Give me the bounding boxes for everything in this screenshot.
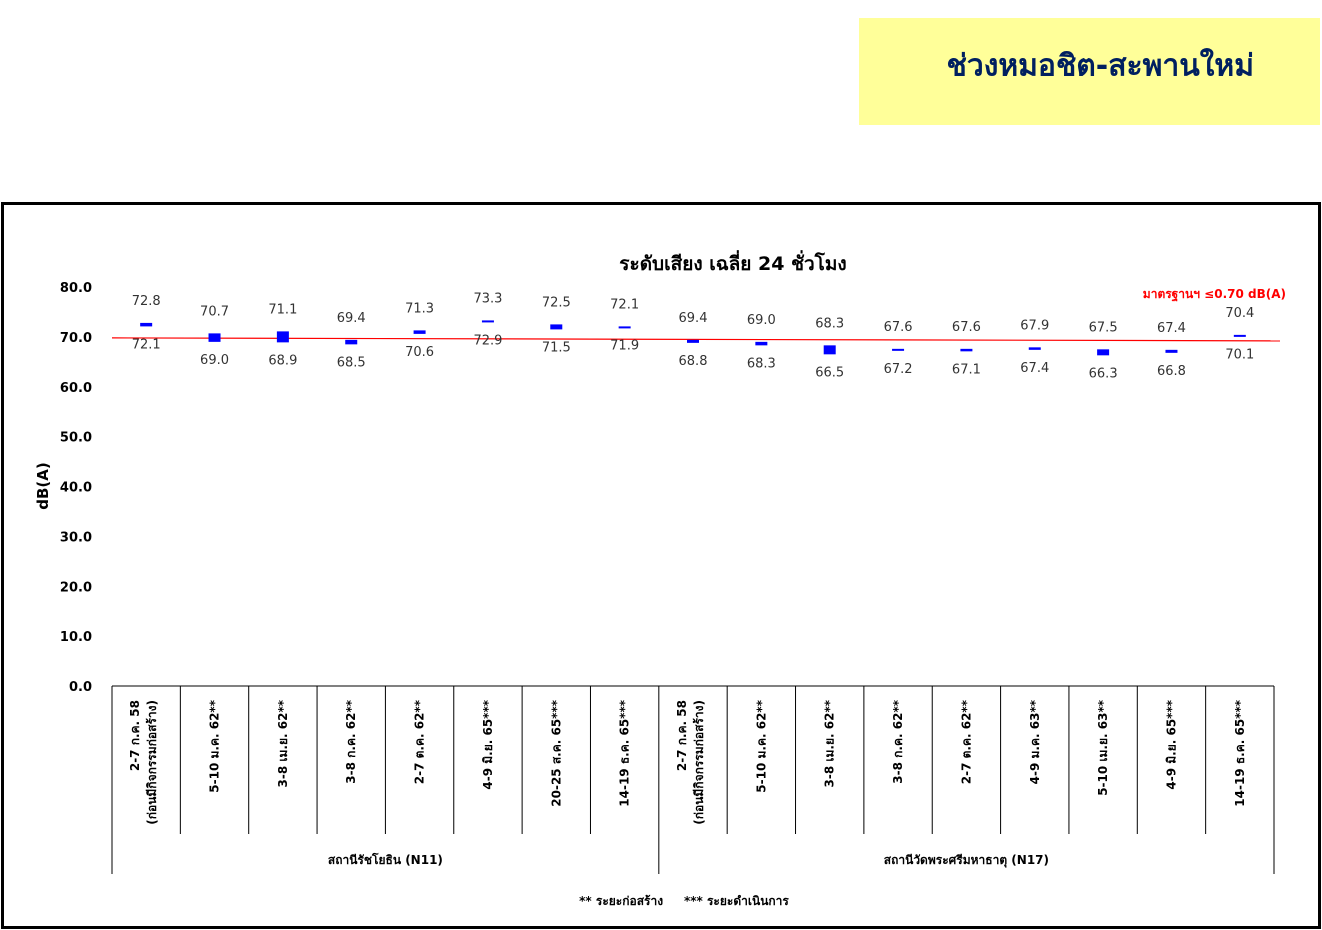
standard-line [111, 337, 1281, 342]
min-data-label: 70.1 [1225, 347, 1254, 362]
range-bar [208, 333, 221, 342]
range-bar [755, 341, 768, 346]
max-data-label: 73.3 [473, 291, 502, 306]
range-bar [1097, 349, 1110, 356]
max-data-label: 67.6 [952, 320, 981, 335]
y-tick-label: 70.0 [60, 331, 92, 346]
standard-label: มาตรฐานฯ ≤0.70 dB(A) [1143, 287, 1286, 302]
range-bar [345, 339, 358, 345]
min-data-label: 70.6 [405, 345, 434, 360]
max-data-label: 69.0 [747, 313, 776, 328]
range-bar [413, 330, 426, 334]
max-data-label: 67.9 [1020, 318, 1049, 333]
max-data-label: 72.1 [610, 297, 639, 312]
max-data-label: 72.8 [132, 294, 161, 309]
max-data-label: 67.4 [1157, 321, 1186, 336]
y-tick-label: 50.0 [60, 431, 92, 446]
max-data-label: 71.3 [405, 301, 434, 316]
y-tick-label: 10.0 [60, 630, 92, 645]
range-bar [550, 324, 563, 330]
range-bar [481, 320, 494, 323]
range-bar [1165, 349, 1178, 353]
min-data-label: 66.8 [1157, 364, 1186, 379]
category-label: 4-9 มิ.ย. 65*** [481, 699, 495, 789]
category-label: 5-10 ม.ค. 62** [208, 699, 222, 792]
max-data-label: 69.4 [679, 311, 708, 326]
y-axis-label: dB(A) [34, 462, 52, 510]
chart-title: ระดับเสียง เฉลี่ย 24 ชั่วโมง [619, 250, 846, 275]
max-data-label: 68.3 [815, 316, 844, 331]
range-bar [140, 322, 153, 327]
category-label: 20-25 ส.ค. 65*** [549, 699, 563, 806]
min-data-label: 67.1 [952, 362, 981, 377]
category-label: 5-10 ม.ค. 62** [754, 699, 768, 792]
range-bar [1233, 334, 1246, 337]
min-data-label: 66.3 [1089, 366, 1118, 381]
category-label: 2-7 ก.ค. 58 [128, 700, 142, 771]
min-data-label: 66.5 [815, 365, 844, 380]
min-data-label: 69.0 [200, 353, 229, 368]
y-tick-label: 40.0 [60, 481, 92, 496]
min-data-label: 67.4 [1020, 361, 1049, 376]
max-data-label: 70.4 [1225, 306, 1254, 321]
max-data-label: 72.5 [542, 295, 571, 310]
category-label: 3-8 ก.ค. 62** [344, 699, 358, 783]
min-data-label: 68.3 [747, 356, 776, 371]
category-label: 2-7 ต.ค. 62** [959, 699, 973, 784]
max-data-label: 70.7 [200, 304, 229, 319]
range-bar [687, 339, 699, 343]
header-title-box: ช่วงหมอชิต-สะพานใหม่ [859, 18, 1320, 125]
max-data-label: 67.5 [1089, 320, 1118, 335]
category-label: 3-8 ก.ค. 62** [891, 699, 905, 783]
range-bar [276, 331, 289, 343]
category-label: 14-19 ธ.ค. 65*** [1233, 699, 1247, 806]
range-bar [892, 348, 905, 351]
category-label: 2-7 ก.ค. 58 [675, 700, 689, 771]
min-data-label: 68.8 [679, 354, 708, 369]
range-bar [960, 348, 973, 352]
max-data-label: 71.1 [268, 302, 297, 317]
category-label: 14-19 ธ.ค. 65*** [618, 699, 632, 806]
range-bar [1028, 347, 1041, 350]
noise-chart: ระดับเสียง เฉลี่ย 24 ชั่วโมง 0.0 10.0 20.0 3… [34, 250, 1286, 908]
group-label: สถานีวัดพระศรีมหาธาตุ (N17) [884, 853, 1049, 868]
group-label: สถานีรัชโยธิน (N11) [328, 852, 443, 867]
min-data-label: 68.9 [268, 353, 297, 368]
y-tick-label: 20.0 [60, 580, 92, 595]
chart-frame: ระดับเสียง เฉลี่ย 24 ชั่วโมง 0.0 10.0 20.0 3… [1, 202, 1321, 929]
category-label: 2-7 ต.ค. 62** [413, 699, 427, 784]
category-sublabel: (ก่อนมีกิจกรรมก่อสร้าง) [692, 700, 706, 825]
y-tick-label: 60.0 [60, 381, 92, 396]
min-data-label: 71.5 [542, 340, 571, 355]
y-tick-label: 30.0 [60, 530, 92, 545]
category-sublabel: (ก่อนมีกิจกรรมก่อสร้าง) [145, 700, 159, 825]
page-title: ช่วงหมอชิต-สะพานใหม่ [946, 48, 1254, 84]
category-label: 4-9 ม.ค. 63** [1028, 699, 1042, 784]
max-data-label: 67.6 [884, 320, 913, 335]
min-data-label: 67.2 [884, 362, 913, 377]
category-label: 3-8 เม.ย. 62** [276, 699, 290, 787]
range-bar [618, 326, 631, 329]
category-label: 4-9 มิ.ย. 65*** [1164, 699, 1178, 789]
category-label: 5-10 เม.ย. 63** [1096, 699, 1110, 796]
min-data-label: 71.9 [610, 338, 639, 353]
category-label: 3-8 เม.ย. 62** [823, 699, 837, 787]
range-bar [823, 345, 836, 355]
min-data-label: 72.9 [473, 333, 502, 348]
y-tick-label: 80.0 [60, 281, 92, 296]
y-tick-label: 0.0 [69, 680, 92, 695]
min-data-label: 72.1 [132, 337, 161, 352]
footnote: ** ระยะก่อสร้าง *** ระยะดำเนินการ [579, 894, 789, 908]
max-data-label: 69.4 [337, 311, 366, 326]
min-data-label: 68.5 [337, 355, 366, 370]
